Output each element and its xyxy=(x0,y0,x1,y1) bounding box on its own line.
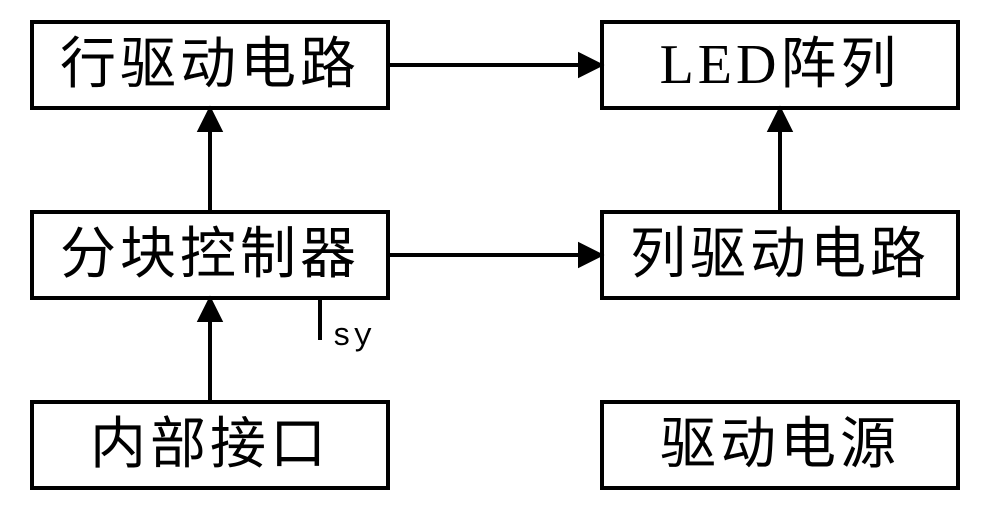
label-col-driver: 列驱动电路 xyxy=(630,227,930,283)
diagram-canvas: 行驱动电路 LED阵列 分块控制器 列驱动电路 内部接口 驱动电源 xyxy=(0,0,1000,509)
label-drive-power: 驱动电源 xyxy=(660,417,900,473)
box-block-controller: 分块控制器 xyxy=(30,210,390,300)
sy-label: sy xyxy=(332,318,374,355)
box-col-driver: 列驱动电路 xyxy=(600,210,960,300)
arrow-if-to-blockctrl-head xyxy=(200,300,220,320)
label-row-driver: 行驱动电路 xyxy=(60,37,360,93)
label-led-array: LED阵列 xyxy=(660,37,901,93)
box-internal-interface: 内部接口 xyxy=(30,400,390,490)
arrow-blockctrl-to-col-head xyxy=(580,245,600,265)
arrow-row-to-led-head xyxy=(580,55,600,75)
label-block-controller: 分块控制器 xyxy=(60,227,360,283)
sy-label-text: sy xyxy=(332,318,374,355)
box-drive-power: 驱动电源 xyxy=(600,400,960,490)
box-led-array: LED阵列 xyxy=(600,20,960,110)
label-internal-interface: 内部接口 xyxy=(90,417,330,473)
arrow-col-to-led-head xyxy=(770,110,790,130)
box-row-driver: 行驱动电路 xyxy=(30,20,390,110)
arrow-blockctrl-to-row-head xyxy=(200,110,220,130)
